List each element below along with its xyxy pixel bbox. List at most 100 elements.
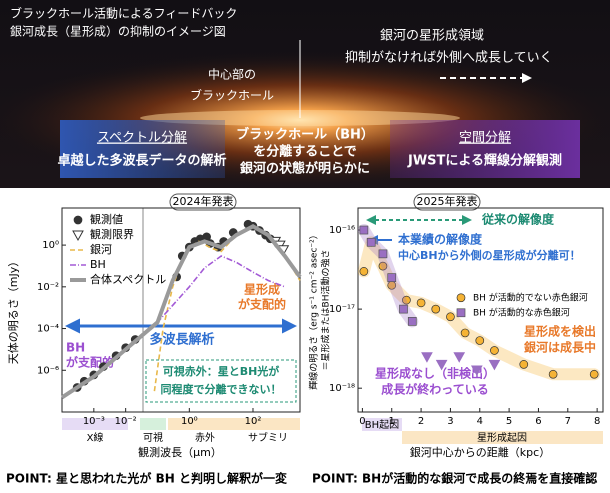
- band-bg: [362, 418, 402, 431]
- data-point: [378, 249, 388, 259]
- x-tick-label: 0: [359, 416, 365, 427]
- y-tick-label: 10⁰: [42, 240, 59, 251]
- annotation: 成長が終わっている: [381, 382, 488, 397]
- legend-label: BH が活動的な赤色銀河: [473, 306, 570, 318]
- data-point: [475, 336, 485, 345]
- data-point: [402, 295, 411, 305]
- center-text: を分離することで: [253, 144, 357, 160]
- band-bg: [62, 418, 128, 430]
- y-tick-label: 10⁻¹⁷: [329, 304, 355, 315]
- footer-point: POINT: 星と思われた光が BH と判明し解釈が一変: [6, 471, 288, 486]
- annotation: が支配的: [238, 297, 286, 312]
- legend-swatch: [73, 215, 83, 225]
- band-label: X線: [87, 431, 104, 444]
- x-tick-label: 10⁻³: [83, 416, 105, 427]
- y-tick-label: 10⁻²: [37, 282, 59, 293]
- badge-bg: [169, 193, 237, 211]
- left-box: [60, 120, 225, 178]
- x-axis-label: 観測波長（μm）: [138, 445, 222, 459]
- center-text: 銀河の状態が明らかに: [240, 161, 370, 177]
- bh-label: 中心部の: [208, 67, 256, 82]
- data-point: [519, 360, 529, 369]
- annotation: 同程度で分離できない！: [161, 382, 282, 396]
- x-tick-label: 10⁻²: [115, 416, 137, 427]
- data-point: [359, 225, 369, 235]
- y-tick-label: 10⁻⁶: [37, 365, 59, 376]
- band-bg: [140, 418, 166, 430]
- series-line: [61, 255, 286, 399]
- center-text: ブラックホール（BH）: [236, 127, 374, 143]
- annotation: 銀河は成長中: [523, 340, 596, 355]
- x-tick-label: 7: [565, 416, 571, 427]
- badge: 2024年発表: [173, 194, 234, 208]
- y-axis-label: 天体の明るさ（mJy）: [6, 256, 20, 364]
- y-tick-label: 10⁻⁴: [37, 324, 59, 335]
- legend-label: BH: [90, 258, 106, 271]
- annotation: 星形成を検出: [524, 324, 596, 339]
- x-tick-label: 4: [477, 416, 483, 427]
- annotation: 可視赤外：星とBH光が: [163, 364, 280, 378]
- badge-bg: [413, 193, 481, 211]
- band-label: BH起因: [365, 419, 399, 431]
- x-tick-label: 10²: [245, 416, 262, 427]
- legend-swatch: [456, 293, 466, 303]
- banner-title: ブラックホール活動によるフィードバック: [10, 6, 237, 21]
- y-tick-label: 10⁻¹⁸: [329, 383, 355, 394]
- band-label: サブミリ: [248, 431, 288, 444]
- note-box: [145, 359, 297, 403]
- legend-label: 合体スペクトル: [90, 272, 166, 286]
- x-tick-label: 10⁰: [181, 416, 198, 427]
- upper-limit: [453, 352, 466, 363]
- band-label: 星形成起因: [477, 432, 527, 444]
- x-tick-label: 8: [594, 416, 600, 427]
- data-point: [460, 328, 470, 338]
- annotation: 多波長解析: [149, 332, 214, 348]
- box-title: 空間分解: [459, 131, 511, 146]
- box-subtitle: JWSTによる輝線分解観測: [407, 153, 562, 169]
- data-point: [366, 237, 376, 247]
- y-axis-label: 輝線の明るさ（erg s⁻¹ cm⁻² asec⁻²）: [308, 230, 320, 390]
- growth-note: 抑制がなければ外側へ成長していく: [345, 51, 553, 66]
- legend-swatch: [72, 230, 84, 242]
- legend-label: BH が活動的でない赤色銀河: [473, 291, 588, 303]
- band-bg: [168, 418, 300, 430]
- data-point: [387, 273, 397, 283]
- data-point: [359, 267, 369, 276]
- growth-note: 銀河の星形成領域: [380, 28, 484, 44]
- left-panel-layout: 2024年発表 多波長解析 BH が支配的 星形成 が支配的 可視赤外：星とBH…: [6, 193, 300, 486]
- upper-limit: [435, 359, 448, 371]
- plot-frame: [61, 207, 301, 413]
- upper-limit: [488, 359, 501, 371]
- annotation: BH: [66, 341, 85, 355]
- box-title: スペクトル分解: [97, 131, 187, 146]
- series-line: [60, 224, 302, 400]
- data-point: [446, 312, 455, 322]
- plot-frame: [357, 207, 604, 413]
- data-point: [378, 261, 388, 271]
- x-tick-label: 5: [506, 416, 512, 427]
- x-tick-label: 6: [535, 416, 541, 427]
- y-tick-label: 10⁻¹⁶: [329, 225, 355, 236]
- badge: 2025年発表: [417, 194, 478, 208]
- annotation: 星形成なし（非検出）: [375, 366, 495, 381]
- x-axis-label: 銀河中心からの距離（kpc）: [410, 445, 550, 459]
- legend-swatch: [456, 308, 466, 318]
- band-label: 可視: [143, 431, 163, 444]
- data-point: [416, 298, 426, 308]
- banner: ブラックホール活動によるフィードバック 銀河成長（星形成）の抑制のイメージ図 銀…: [0, 0, 610, 190]
- data-point: [589, 369, 599, 379]
- data-point: [399, 304, 408, 314]
- legend-label: 銀河: [90, 242, 112, 256]
- upper-limit: [470, 365, 483, 377]
- bh-label: ブラックホール: [190, 88, 274, 103]
- data-point: [407, 317, 417, 326]
- data-point: [548, 369, 558, 379]
- y-axis-label: ＝星形成またはBH活動の強さ: [320, 250, 332, 371]
- x-tick-label: 2: [418, 416, 424, 427]
- right-box: [390, 120, 580, 178]
- band-label: 赤外: [195, 432, 215, 444]
- annotation: 従来の解像度: [481, 212, 555, 227]
